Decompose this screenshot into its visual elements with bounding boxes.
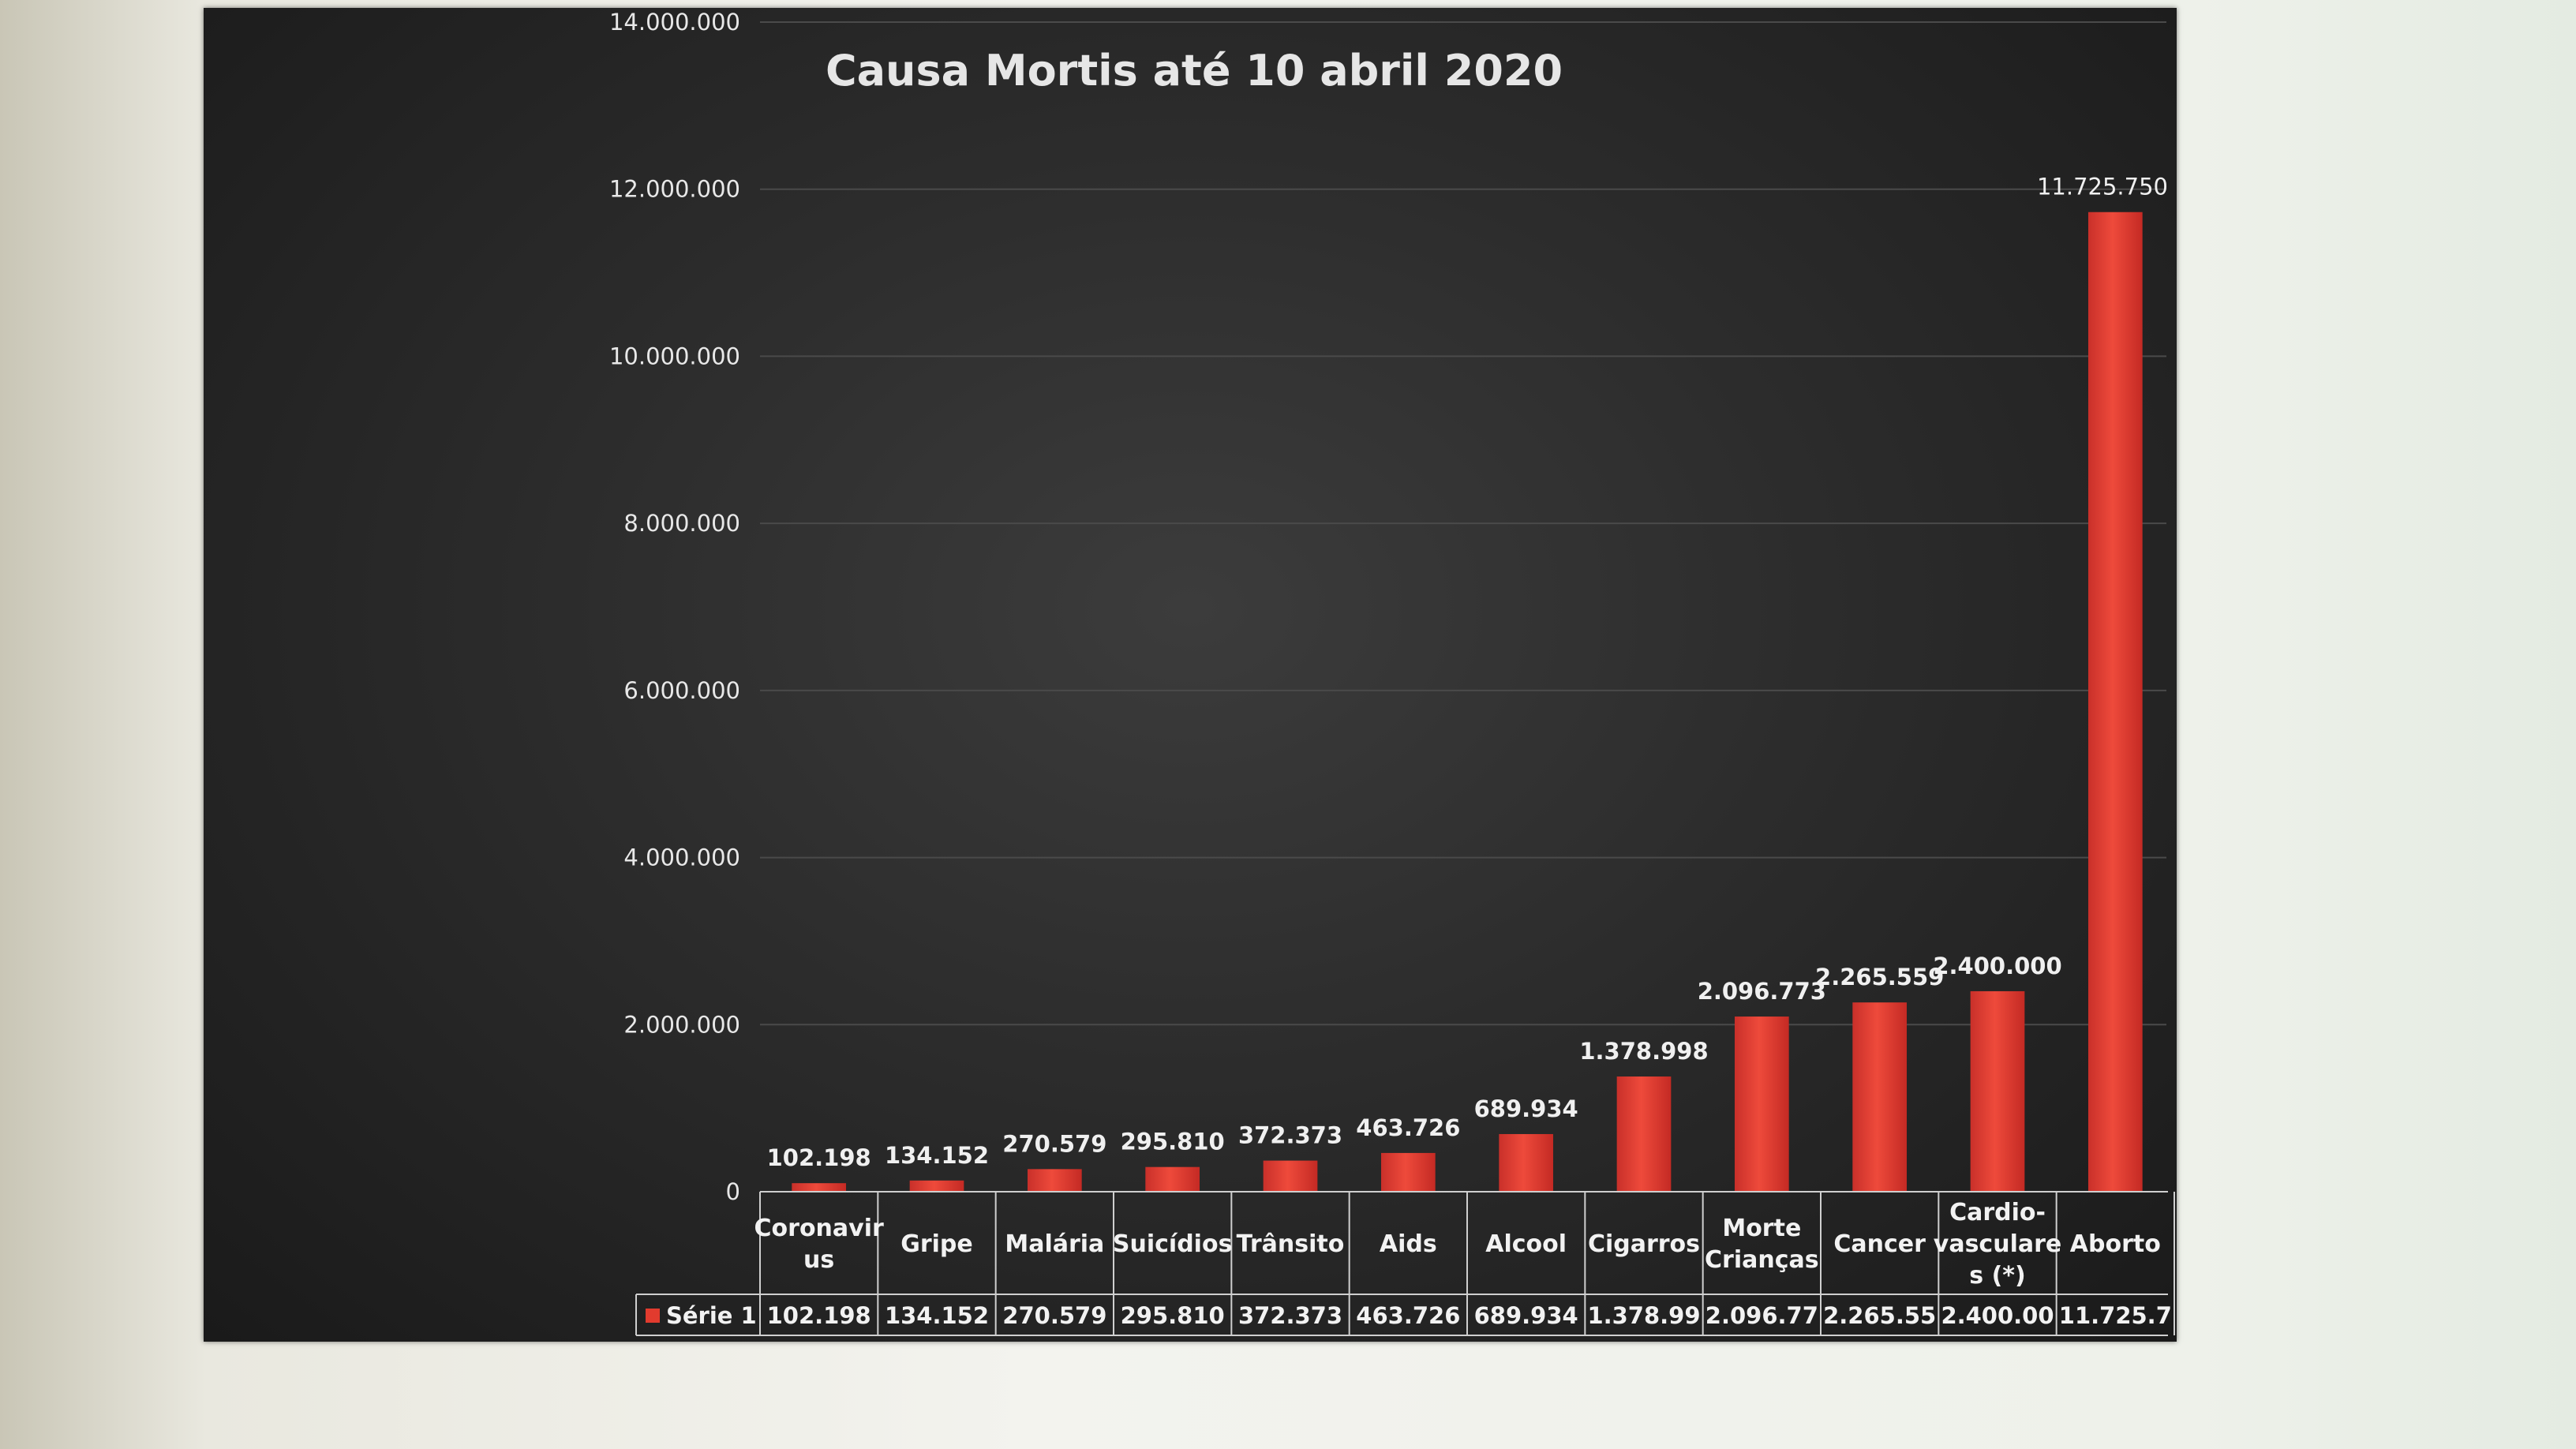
category-label: Aids (1380, 1230, 1437, 1258)
legend-series-name: Série 1 (666, 1302, 757, 1329)
category-label: Malária (1005, 1230, 1104, 1258)
y-tick-label: 0 (726, 1178, 740, 1205)
gridlines (760, 21, 2166, 1026)
bar (792, 1183, 847, 1192)
data-table: Série 1 Coronavir us 102.198 Gripe 134.152 Mal… (635, 1191, 2175, 1336)
y-tick-label: 4.000.000 (623, 844, 740, 871)
data-label: 11.725.750 (2037, 174, 2168, 200)
data-label: 372.373 (1238, 1122, 1342, 1149)
table-value: 295.810 (1121, 1302, 1225, 1329)
table-value: 372.373 (1238, 1302, 1342, 1329)
category-label: Morte (1722, 1215, 1801, 1242)
category-label: Cancer (1833, 1230, 1926, 1258)
bar (1263, 1160, 1318, 1192)
data-label: 270.579 (1002, 1130, 1106, 1157)
category-label: Trânsito (1237, 1230, 1345, 1258)
data-labels: 102.198 134.152 270.579 295.810 372.373 463.7… (767, 174, 2168, 1171)
y-tick-label: 14.000.000 (609, 9, 740, 36)
bar (1027, 1169, 1082, 1192)
bar (1616, 1076, 1672, 1192)
category-label: Coronavir (754, 1215, 884, 1242)
bar (1852, 1002, 1908, 1192)
data-label: 2.096.773 (1698, 978, 1826, 1005)
category-label: Cardio- (1949, 1199, 2046, 1226)
bar (1970, 990, 2025, 1192)
table-value: 689.934 (1474, 1302, 1578, 1329)
table-value: 2.096.77 (1705, 1302, 1818, 1329)
y-axis: 0 2.000.000 4.000.000 6.000.000 8.000.000 10.… (609, 9, 740, 1205)
category-label: us (803, 1246, 834, 1274)
chart-slide: Causa Mortis até 10 abril 2020 0 2.000.00… (204, 8, 2177, 1342)
category-label: Alcool (1485, 1230, 1567, 1258)
category-label: vasculare (1934, 1230, 2061, 1258)
bars (792, 212, 2143, 1192)
table-value: 270.579 (1002, 1302, 1106, 1329)
category-label: Gripe (900, 1230, 973, 1258)
bar-chart: Causa Mortis até 10 abril 2020 0 2.000.00… (609, 9, 2175, 1336)
chart-title: Causa Mortis até 10 abril 2020 (826, 46, 1563, 95)
data-label: 295.810 (1121, 1129, 1225, 1155)
data-label: 2.265.559 (1815, 964, 1944, 990)
data-label: 2.400.000 (1933, 953, 2061, 979)
y-tick-label: 6.000.000 (623, 677, 740, 704)
bar (2087, 212, 2143, 1192)
table-value: 2.400.00 (1941, 1302, 2054, 1329)
y-tick-label: 2.000.000 (623, 1011, 740, 1038)
bar (1145, 1166, 1200, 1192)
data-label: 1.378.998 (1579, 1038, 1708, 1065)
table-value: 1.378.99 (1587, 1302, 1700, 1329)
data-label: 689.934 (1474, 1095, 1578, 1122)
y-tick-label: 12.000.000 (609, 176, 740, 203)
data-label: 463.726 (1356, 1114, 1460, 1141)
category-label: Suicídios (1113, 1230, 1233, 1258)
y-tick-label: 8.000.000 (623, 510, 740, 537)
category-label: Aborto (2070, 1230, 2161, 1258)
legend-key (646, 1309, 660, 1323)
data-label: 102.198 (767, 1144, 871, 1171)
table-value: 11.725.7 (2059, 1302, 2172, 1329)
bar (1499, 1133, 1554, 1192)
bar (1380, 1152, 1436, 1192)
table-value: 134.152 (885, 1302, 989, 1329)
bar (909, 1180, 964, 1192)
category-label: s (*) (1969, 1262, 2025, 1290)
table-value: 2.265.55 (1823, 1302, 1936, 1329)
y-tick-label: 10.000.000 (609, 343, 740, 369)
bar (1734, 1017, 1789, 1192)
category-label: Crianças (1705, 1246, 1819, 1274)
table-value: 463.726 (1356, 1302, 1460, 1329)
category-label: Cigarros (1588, 1230, 1700, 1258)
table-value: 102.198 (767, 1302, 871, 1329)
data-label: 134.152 (885, 1142, 989, 1169)
